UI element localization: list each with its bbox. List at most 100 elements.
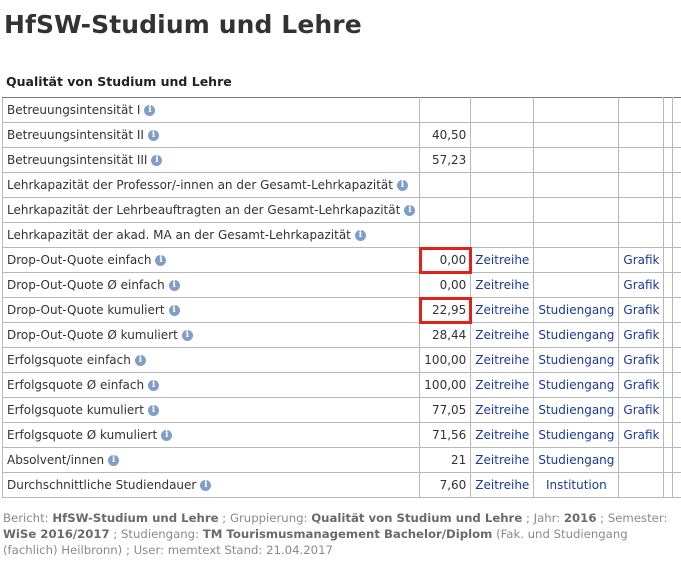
row-label: Drop-Out-Quote kumuliert — [7, 303, 165, 317]
table-row: Drop-Out-Quote kumuliert i 22,95 Zeitreihe S… — [1, 296, 681, 324]
row-cell-link3 — [618, 122, 665, 148]
row-cell-link2 — [533, 247, 620, 273]
row-cell-link2 — [533, 197, 620, 223]
row-label: Drop-Out-Quote einfach — [7, 253, 152, 267]
row-cell-link3: Grafik — [618, 247, 665, 273]
row-cell-link1: Zeitreihe — [470, 322, 535, 348]
zeitreihe-link[interactable]: Zeitreihe — [475, 353, 530, 367]
row-cell-link3 — [618, 447, 665, 473]
row-value: 22,95 — [418, 296, 472, 324]
info-icon[interactable]: i — [161, 430, 173, 441]
info-icon[interactable]: i — [151, 155, 163, 166]
zeitreihe-link[interactable]: Zeitreihe — [475, 478, 530, 492]
row-cell-link3: Grafik — [618, 347, 665, 373]
zeitreihe-link[interactable]: Zeitreihe — [475, 328, 530, 342]
page-title: HfSW-Studium und Lehre — [4, 10, 362, 39]
footer-grouping: Qualität von Studium und Lehre — [311, 511, 523, 525]
studiengang-link[interactable]: Studiengang — [538, 378, 615, 392]
row-label: Drop-Out-Quote Ø kumuliert — [7, 328, 178, 342]
zeitreihe-link[interactable]: Zeitreihe — [475, 303, 530, 317]
empty-cell — [672, 347, 681, 373]
zeitreihe-link[interactable]: Zeitreihe — [475, 453, 530, 467]
row-cell-link3: Grafik — [618, 372, 665, 398]
row-cell-link1 — [470, 197, 535, 223]
row-cell-link3: Grafik — [618, 397, 665, 423]
studiengang-link[interactable]: Studiengang — [538, 353, 615, 367]
info-icon[interactable]: i — [181, 330, 193, 341]
studiengang-link[interactable]: Studiengang — [538, 303, 615, 317]
empty-cell — [663, 422, 674, 448]
studiengang-link[interactable]: Studiengang — [538, 428, 615, 442]
row-cell-link2 — [533, 97, 620, 123]
row-value: 100,00 — [419, 347, 472, 373]
row-label-cell: Absolvent/innen i — [1, 447, 421, 473]
studiengang-link[interactable]: Studiengang — [538, 453, 615, 467]
table-row: Erfolgsquote kumuliert i 77,05 Zeitreihe Stu… — [1, 397, 681, 423]
table-row: Betreuungsintensität III i 57,23 — [1, 147, 681, 173]
row-label-cell: Durchschnittliche Studiendauer i — [1, 472, 421, 498]
zeitreihe-link[interactable]: Zeitreihe — [475, 403, 530, 417]
row-cell-link1: Zeitreihe — [470, 372, 535, 398]
table-row: Lehrkapazität der Professor/-innen an de… — [1, 172, 681, 198]
grafik-link[interactable]: Grafik — [623, 378, 660, 392]
empty-cell — [663, 322, 674, 348]
zeitreihe-link[interactable]: Zeitreihe — [475, 378, 530, 392]
grafik-link[interactable]: Grafik — [623, 428, 660, 442]
table-row: Absolvent/innen i 21 Zeitreihe Studiengang — [1, 447, 681, 473]
empty-cell — [672, 397, 681, 423]
empty-cell — [672, 222, 681, 248]
zeitreihe-link[interactable]: Zeitreihe — [475, 253, 530, 267]
info-icon[interactable]: i — [168, 305, 180, 316]
row-cell-link1 — [470, 97, 535, 123]
info-icon[interactable]: i — [147, 130, 159, 141]
info-icon[interactable]: i — [144, 105, 156, 116]
grafik-link[interactable]: Grafik — [623, 253, 660, 267]
studiengang-link[interactable]: Studiengang — [538, 403, 615, 417]
studiengang-link[interactable]: Studiengang — [538, 328, 615, 342]
grafik-link[interactable]: Grafik — [623, 303, 660, 317]
table-row: Drop-Out-Quote Ø einfach i 0,00 Zeitreihe Gr… — [1, 272, 681, 298]
info-icon[interactable]: i — [200, 480, 212, 491]
info-icon[interactable]: i — [155, 255, 167, 266]
grafik-link[interactable]: Grafik — [623, 328, 660, 342]
info-icon[interactable]: i — [404, 205, 416, 216]
row-cell-link3 — [618, 172, 665, 198]
empty-cell — [663, 372, 674, 398]
row-cell-link2: Studiengang — [533, 397, 620, 423]
row-cell-link3: Grafik — [618, 297, 665, 323]
row-label: Betreuungsintensität III — [7, 153, 148, 167]
row-cell-link3 — [618, 97, 665, 123]
empty-cell — [672, 147, 681, 173]
info-icon[interactable]: i — [354, 230, 366, 241]
info-icon[interactable]: i — [147, 405, 159, 416]
info-icon[interactable]: i — [148, 380, 160, 391]
empty-cell — [663, 147, 674, 173]
row-label: Erfolgsquote einfach — [7, 353, 131, 367]
row-label-cell: Erfolgsquote kumuliert i — [1, 397, 421, 423]
row-cell-link2 — [533, 172, 620, 198]
footer-year: 2016 — [563, 511, 597, 525]
row-cell-link2 — [533, 222, 620, 248]
row-label-cell: Drop-Out-Quote kumuliert i — [1, 297, 421, 323]
footer-meta: (Fak. und Studiengang (fachlich) Heilbro… — [3, 527, 628, 557]
row-cell-link1 — [470, 122, 535, 148]
grafik-link[interactable]: Grafik — [623, 353, 660, 367]
empty-cell — [672, 422, 681, 448]
grafik-link[interactable]: Grafik — [623, 278, 660, 292]
info-icon[interactable]: i — [108, 455, 120, 466]
grafik-link[interactable]: Grafik — [623, 403, 660, 417]
info-icon[interactable]: i — [168, 280, 180, 291]
studiengang-link[interactable]: Institution — [545, 478, 607, 492]
info-icon[interactable]: i — [134, 355, 146, 366]
row-cell-link3 — [618, 197, 665, 223]
info-icon[interactable]: i — [396, 180, 408, 191]
row-label-cell: Drop-Out-Quote Ø kumuliert i — [1, 322, 421, 348]
row-label: Drop-Out-Quote Ø einfach — [7, 278, 165, 292]
row-cell-link3 — [618, 472, 665, 498]
zeitreihe-link[interactable]: Zeitreihe — [475, 278, 530, 292]
row-label-cell: Erfolgsquote Ø einfach i — [1, 372, 421, 398]
zeitreihe-link[interactable]: Zeitreihe — [475, 428, 530, 442]
empty-cell — [663, 347, 674, 373]
row-cell-link1: Zeitreihe — [470, 347, 535, 373]
